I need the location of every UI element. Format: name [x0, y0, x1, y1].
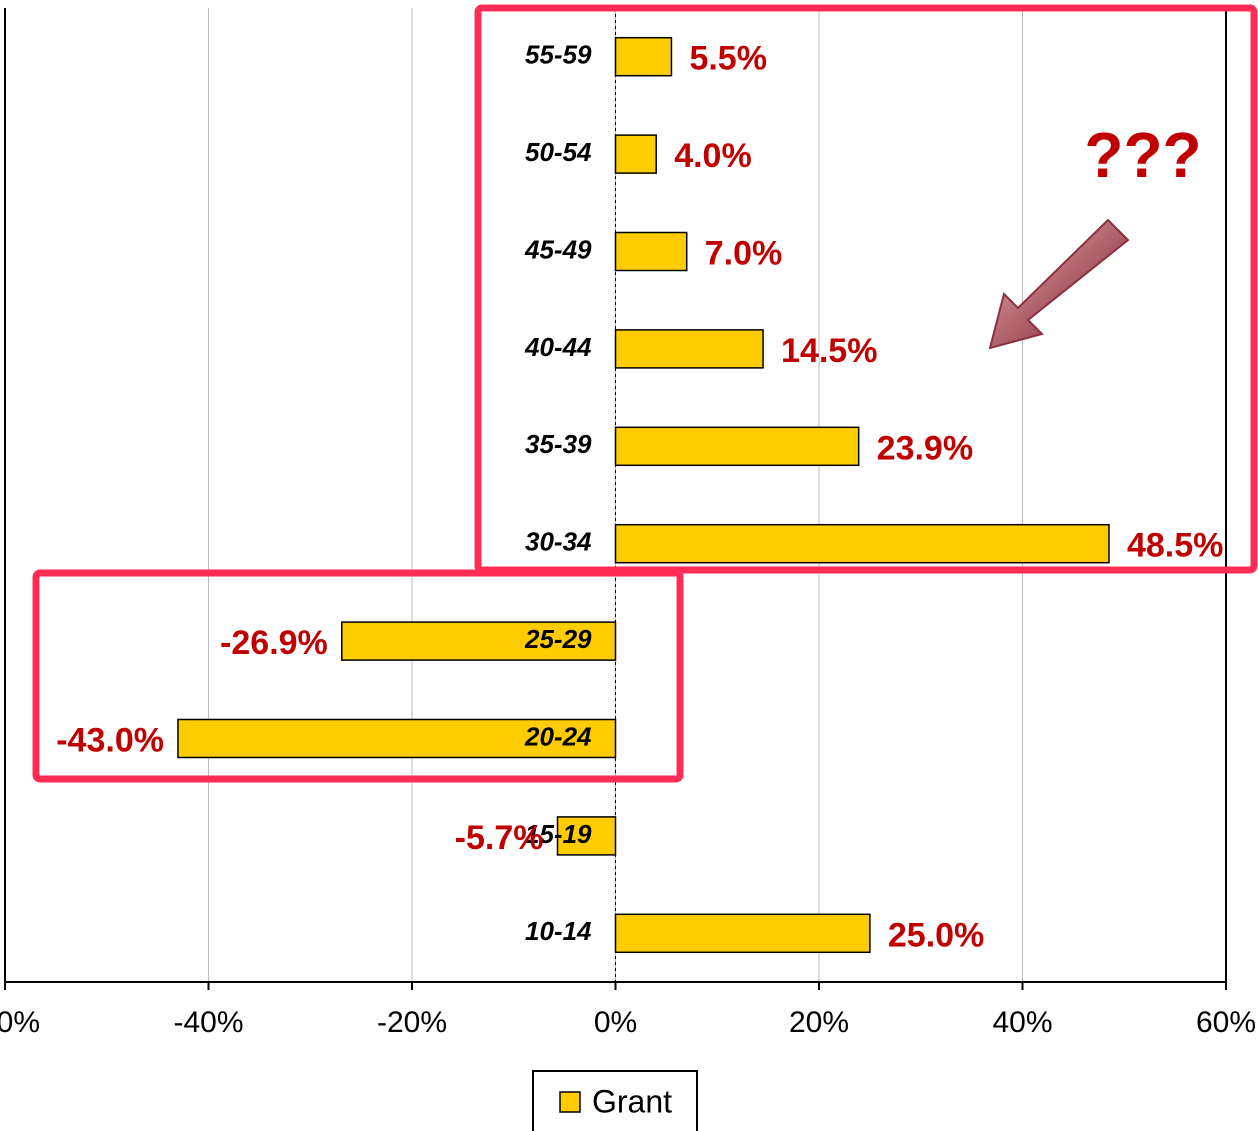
bar	[614, 329, 764, 369]
legend-swatch	[559, 1091, 581, 1113]
bar	[556, 816, 617, 856]
value-label: 5.5%	[689, 40, 767, 78]
bar	[614, 231, 688, 272]
bar	[614, 913, 871, 954]
x-tick-label: -40%	[173, 1006, 243, 1039]
annotation: ???	[1084, 119, 1201, 191]
x-tick-label: 40%	[992, 1006, 1052, 1039]
category-label: 15-19	[525, 819, 592, 849]
arrow	[988, 218, 1130, 350]
legend	[532, 1070, 698, 1131]
x-tick-label: 20%	[789, 1006, 849, 1039]
bar	[614, 426, 860, 467]
value-label: 7.0%	[705, 234, 783, 272]
bar	[614, 523, 1110, 564]
value-label: 23.9%	[877, 429, 973, 467]
bar	[341, 621, 617, 661]
value-label: 25.0%	[888, 916, 984, 954]
bar	[614, 134, 657, 174]
category-label: 20-24	[524, 721, 592, 751]
bar	[177, 718, 617, 759]
category-label: 30-34	[525, 527, 592, 557]
x-tick-label: 0%	[594, 1006, 637, 1039]
value-label: 48.5%	[1127, 527, 1223, 565]
plot-area	[4, 8, 1227, 990]
x-tick-label: -20%	[377, 1006, 447, 1039]
legend-label: Grant	[592, 1083, 672, 1119]
bar	[614, 36, 673, 77]
x-tick-label: 60%	[1196, 1006, 1256, 1039]
category-label: 50-54	[525, 137, 592, 167]
highlight-box	[474, 4, 1258, 574]
category-label: 45-49	[524, 234, 592, 264]
value-label: 4.0%	[674, 137, 752, 175]
x-tick-label: -60%	[0, 1006, 40, 1039]
category-label: 55-59	[525, 40, 592, 70]
category-label: 40-44	[524, 332, 592, 362]
value-label: -5.7%	[455, 819, 544, 857]
highlight-box	[32, 569, 684, 783]
value-label: 14.5%	[781, 332, 877, 370]
value-label: -43.0%	[56, 721, 164, 759]
value-label: -26.9%	[220, 624, 328, 662]
category-label: 35-39	[525, 429, 592, 459]
category-label: 10-14	[525, 916, 592, 946]
category-label: 25-29	[524, 624, 592, 654]
